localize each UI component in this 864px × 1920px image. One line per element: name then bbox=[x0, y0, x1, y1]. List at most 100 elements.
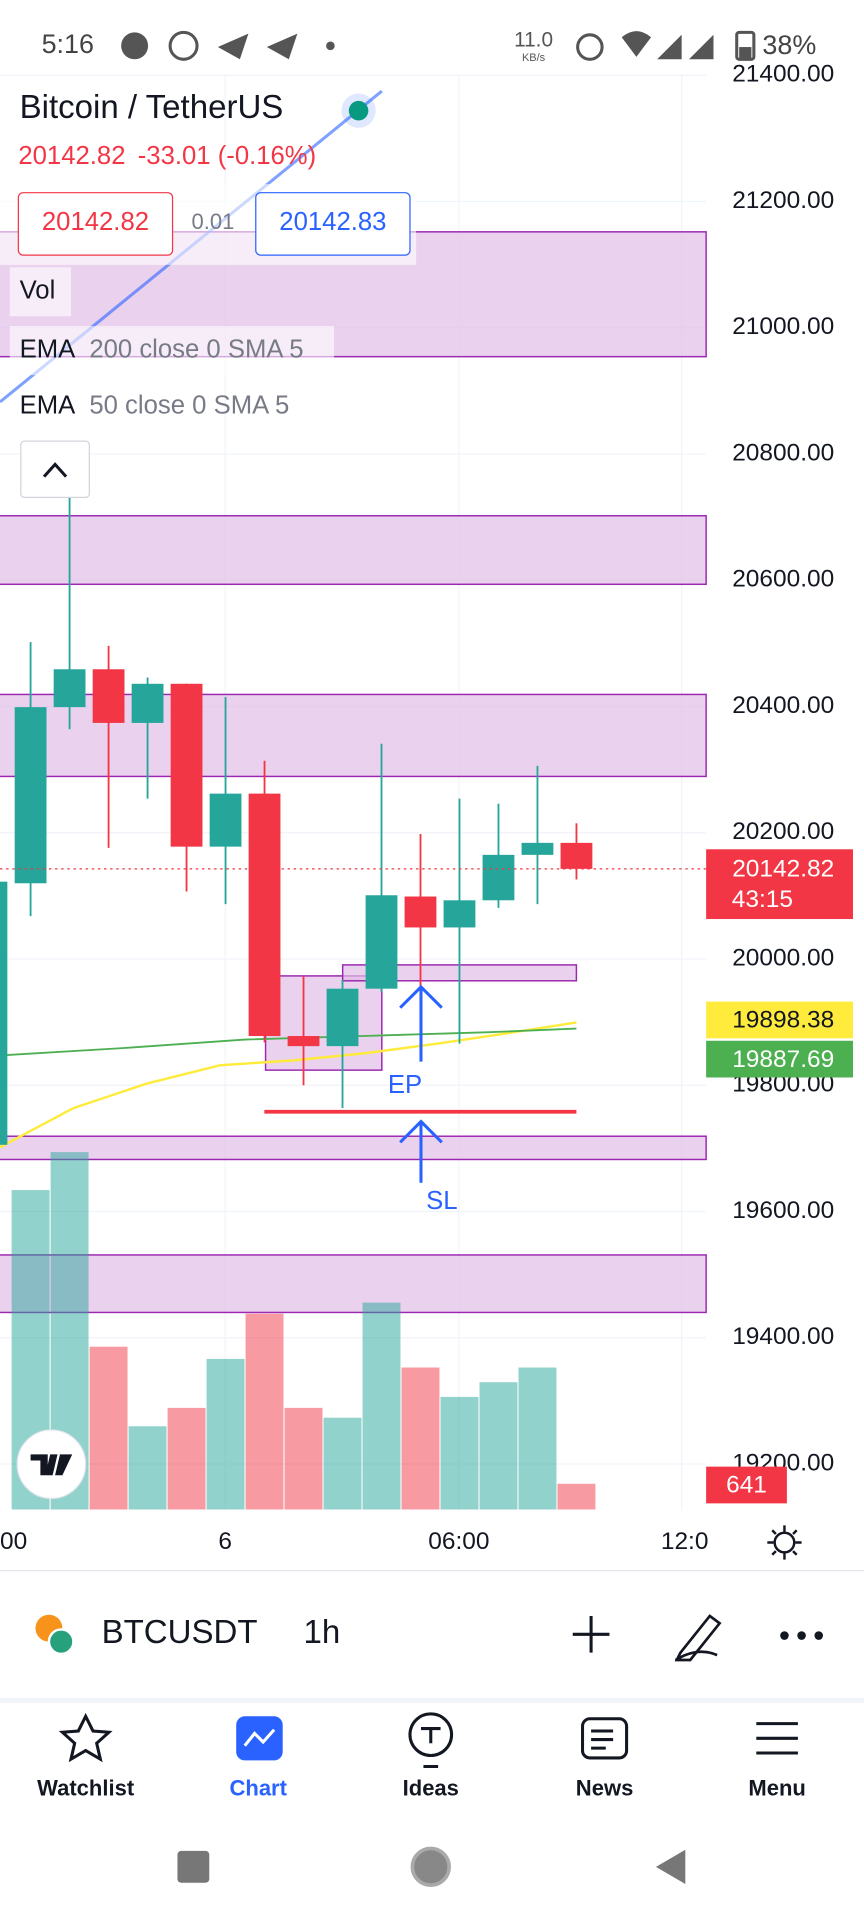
candle-body bbox=[209, 793, 242, 847]
net-unit: KB/s bbox=[522, 52, 546, 64]
ema-label: 19887.69 bbox=[732, 1046, 834, 1073]
y-tick-label: 21400.00 bbox=[732, 61, 834, 88]
g-shape bbox=[14, 484, 593, 1108]
volume-bar bbox=[518, 1367, 557, 1510]
ask-price: 20142.83 bbox=[279, 208, 386, 236]
volume-bar bbox=[206, 1358, 245, 1510]
candle-body bbox=[404, 896, 437, 928]
chevron-icon bbox=[42, 462, 68, 478]
candle-body bbox=[14, 707, 47, 884]
bid-price: 20142.82 bbox=[42, 208, 149, 236]
volume-bar bbox=[362, 1302, 401, 1510]
volume-bar bbox=[167, 1407, 206, 1510]
volume-bar bbox=[323, 1417, 362, 1510]
more-button[interactable] bbox=[780, 1631, 824, 1640]
ideas-icon bbox=[408, 1712, 454, 1757]
candle-body bbox=[131, 683, 164, 723]
dot bbox=[780, 1631, 789, 1640]
zone bbox=[0, 515, 707, 586]
home-button[interactable] bbox=[410, 1846, 451, 1888]
watchlist-icon bbox=[58, 1712, 113, 1763]
indicator-name: Vol bbox=[20, 277, 56, 305]
y-tick-label: 20000.00 bbox=[732, 944, 834, 971]
y-tick-label: 20800.00 bbox=[732, 439, 834, 466]
wifi-icon bbox=[621, 31, 652, 57]
chart-icon bbox=[243, 1728, 276, 1747]
settings-icon[interactable] bbox=[773, 1531, 796, 1554]
volume-label: 641 bbox=[726, 1472, 767, 1499]
candle-body bbox=[482, 854, 515, 901]
battery-level bbox=[739, 47, 752, 59]
volume-bar bbox=[89, 1346, 128, 1510]
signal-icon bbox=[657, 34, 714, 60]
candle-body bbox=[443, 900, 476, 928]
net-speed: 11.0 bbox=[514, 28, 553, 51]
zone bbox=[0, 1254, 707, 1314]
logo-mark bbox=[30, 1454, 73, 1476]
status-icons bbox=[121, 30, 756, 61]
nav-label[interactable]: Chart bbox=[229, 1776, 287, 1801]
y-tick-label: 20200.00 bbox=[732, 818, 834, 845]
candle-body bbox=[287, 1036, 320, 1047]
news-icon bbox=[580, 1717, 629, 1760]
last-price-label: 20142.82 bbox=[732, 856, 834, 883]
status-time: 5:16 bbox=[42, 29, 94, 59]
battery-icon bbox=[735, 30, 756, 61]
ideas-icon bbox=[420, 1727, 441, 1769]
indicator-params: 200 close 0 SMA 5 bbox=[89, 335, 303, 363]
trend-handle bbox=[348, 100, 369, 121]
volume-bar bbox=[479, 1382, 518, 1510]
toolbar-interval[interactable]: 1h bbox=[304, 1614, 341, 1651]
candle-body bbox=[92, 669, 125, 723]
nav-label[interactable]: Ideas bbox=[403, 1776, 459, 1801]
dot bbox=[797, 1631, 806, 1640]
candle-body bbox=[326, 988, 359, 1047]
arrow bbox=[399, 984, 443, 1062]
candle-body bbox=[170, 683, 203, 847]
indicator-name: EMA bbox=[20, 335, 77, 363]
g-shape: 21400.00 21200.00 21000.00 20800.00 20600.00… bbox=[706, 61, 853, 1504]
bid-button[interactable] bbox=[17, 192, 174, 256]
annotation: EP bbox=[388, 1071, 422, 1099]
annotation: SL bbox=[426, 1187, 457, 1215]
coin-icon bbox=[47, 1628, 75, 1656]
dot bbox=[326, 41, 335, 51]
volume-bar bbox=[401, 1367, 440, 1510]
app-icon bbox=[168, 30, 199, 61]
candle-body bbox=[365, 895, 398, 989]
nav-label[interactable]: News bbox=[576, 1776, 634, 1801]
add-button[interactable] bbox=[572, 1615, 610, 1653]
battery-text: 38% bbox=[762, 30, 816, 60]
indicator-params: 50 close 0 SMA 5 bbox=[89, 392, 289, 420]
ema-label: 19898.38 bbox=[732, 1007, 834, 1034]
draw-button[interactable] bbox=[674, 1614, 722, 1662]
toolbar-symbol[interactable]: BTCUSDT bbox=[102, 1614, 258, 1651]
app-icon bbox=[217, 33, 249, 60]
ema-badge bbox=[706, 1040, 853, 1078]
symbol-name: Bitcoin / TetherUS bbox=[20, 89, 284, 126]
back-button[interactable] bbox=[655, 1849, 686, 1884]
app-icon bbox=[266, 33, 298, 60]
zone bbox=[264, 975, 383, 1071]
zone bbox=[0, 1135, 707, 1161]
legend-bg bbox=[9, 267, 71, 317]
legend-bg bbox=[9, 326, 335, 376]
alarm-icon bbox=[576, 33, 604, 61]
collapse-button[interactable] bbox=[20, 440, 90, 499]
y-tick-label: 20600.00 bbox=[732, 566, 834, 593]
volume-bar bbox=[128, 1426, 167, 1510]
arrow bbox=[399, 1119, 443, 1183]
ask-button[interactable] bbox=[255, 192, 411, 256]
ema-badge bbox=[706, 1001, 853, 1039]
news-icon bbox=[591, 1729, 614, 1750]
candle-body bbox=[560, 842, 593, 869]
nav-label[interactable]: Menu bbox=[748, 1776, 805, 1801]
volume-bar bbox=[557, 1483, 596, 1510]
countdown-label: 43:15 bbox=[732, 886, 793, 913]
nav-label[interactable]: Watchlist bbox=[37, 1776, 135, 1801]
recents-button[interactable] bbox=[177, 1850, 210, 1883]
last-price-badge bbox=[706, 849, 853, 920]
ema-line bbox=[0, 1021, 577, 1149]
